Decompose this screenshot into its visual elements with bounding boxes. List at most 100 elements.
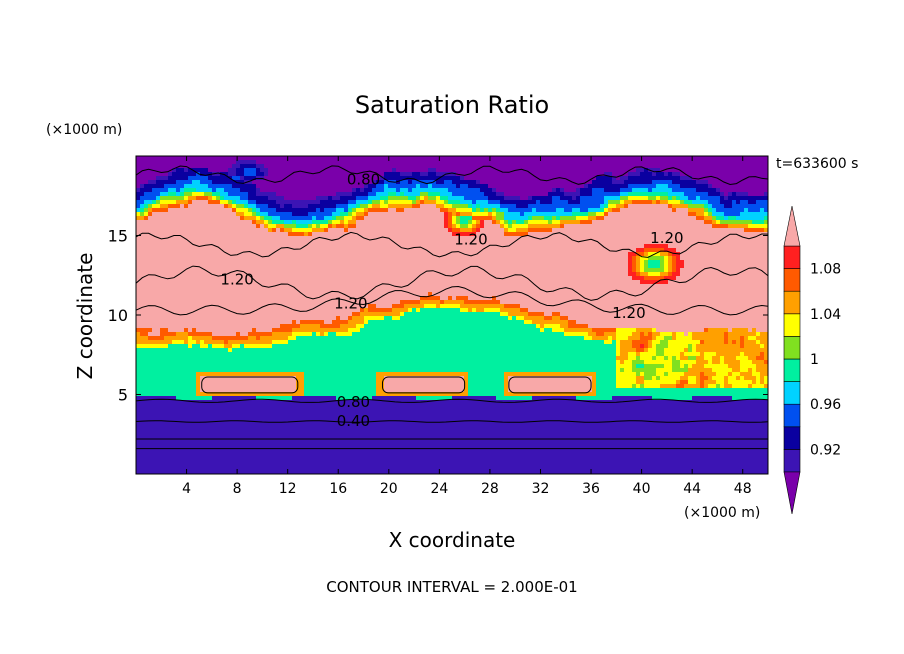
field-cell <box>660 212 665 217</box>
field-cell <box>544 192 549 197</box>
field-cell <box>392 256 397 261</box>
field-cell <box>616 272 621 277</box>
field-cell <box>236 280 241 285</box>
field-cell <box>340 168 345 173</box>
field-cell <box>492 264 497 269</box>
field-cell <box>512 252 517 257</box>
field-cell <box>232 224 237 229</box>
field-cell <box>508 204 513 209</box>
field-cell <box>652 172 657 177</box>
field-cell <box>252 192 257 197</box>
field-cell <box>492 212 497 217</box>
field-cell <box>436 172 441 177</box>
field-cell <box>268 180 273 185</box>
field-cell <box>352 228 357 233</box>
field-cell <box>348 264 353 269</box>
field-cell <box>708 240 713 245</box>
field-cell <box>472 244 477 249</box>
field-cell <box>552 200 557 205</box>
field-cell <box>312 244 317 249</box>
field-cell <box>720 228 725 233</box>
field-cell <box>316 160 321 165</box>
field-cell <box>240 220 245 225</box>
field-cell <box>740 188 745 193</box>
field-cell <box>476 240 481 245</box>
field-cell <box>140 280 145 285</box>
field-cell <box>432 276 437 281</box>
field-cell <box>628 256 633 261</box>
field-cell <box>648 244 653 249</box>
field-cell <box>300 212 305 217</box>
field-cell <box>472 192 477 197</box>
field-cell <box>628 212 633 217</box>
field-cell <box>428 224 433 229</box>
field-cell <box>460 200 465 205</box>
field-cell <box>360 156 365 161</box>
field-cell <box>264 220 269 225</box>
field-cell <box>396 160 401 165</box>
field-cell <box>720 256 725 261</box>
field-cell <box>732 200 737 205</box>
field-cell <box>640 248 645 253</box>
field-cell <box>292 160 297 165</box>
field-cell <box>652 236 657 241</box>
field-cell <box>668 240 673 245</box>
field-cell <box>620 184 625 189</box>
field-cell <box>152 192 157 197</box>
field-cell <box>556 220 561 225</box>
field-cell <box>340 280 345 285</box>
field-cell <box>724 240 729 245</box>
field-cell <box>460 184 465 189</box>
field-cell <box>640 160 645 165</box>
field-cell <box>152 176 157 181</box>
field-cell <box>296 272 301 277</box>
field-cell <box>244 260 249 265</box>
field-cell <box>580 224 585 229</box>
field-cell <box>316 272 321 277</box>
field-cell <box>360 212 365 217</box>
field-cell <box>220 180 225 185</box>
field-cell <box>732 176 737 181</box>
field-cell <box>416 248 421 253</box>
field-cell <box>276 224 281 229</box>
field-cell <box>644 184 649 189</box>
field-cell <box>436 240 441 245</box>
field-cell <box>468 248 473 253</box>
field-cell <box>544 180 549 185</box>
field-cell <box>528 176 533 181</box>
field-cell <box>300 180 305 185</box>
field-cell <box>392 228 397 233</box>
field-cell <box>312 236 317 241</box>
field-cell <box>500 216 505 221</box>
field-cell <box>144 204 149 209</box>
field-cell <box>352 268 357 273</box>
field-cell <box>400 280 405 285</box>
field-cell <box>168 200 173 205</box>
field-cell <box>580 232 585 237</box>
field-cell <box>708 244 713 249</box>
field-cell <box>564 248 569 253</box>
field-cell <box>176 200 181 205</box>
field-cell <box>328 208 333 213</box>
field-cell <box>256 172 261 177</box>
field-cell <box>432 212 437 217</box>
field-cell <box>688 164 693 169</box>
field-cell <box>604 184 609 189</box>
field-cell <box>544 188 549 193</box>
field-cell <box>292 192 297 197</box>
field-cell <box>360 188 365 193</box>
field-cell <box>564 188 569 193</box>
field-cell <box>640 276 645 281</box>
field-cell <box>228 280 233 285</box>
field-cell <box>404 156 409 161</box>
field-cell <box>172 264 177 269</box>
field-cell <box>296 252 301 257</box>
field-cell <box>428 232 433 237</box>
field-cell <box>604 164 609 169</box>
field-cell <box>328 256 333 261</box>
field-cell <box>372 264 377 269</box>
field-cell <box>320 272 325 277</box>
field-cell <box>732 196 737 201</box>
field-cell <box>244 208 249 213</box>
field-cell <box>680 184 685 189</box>
